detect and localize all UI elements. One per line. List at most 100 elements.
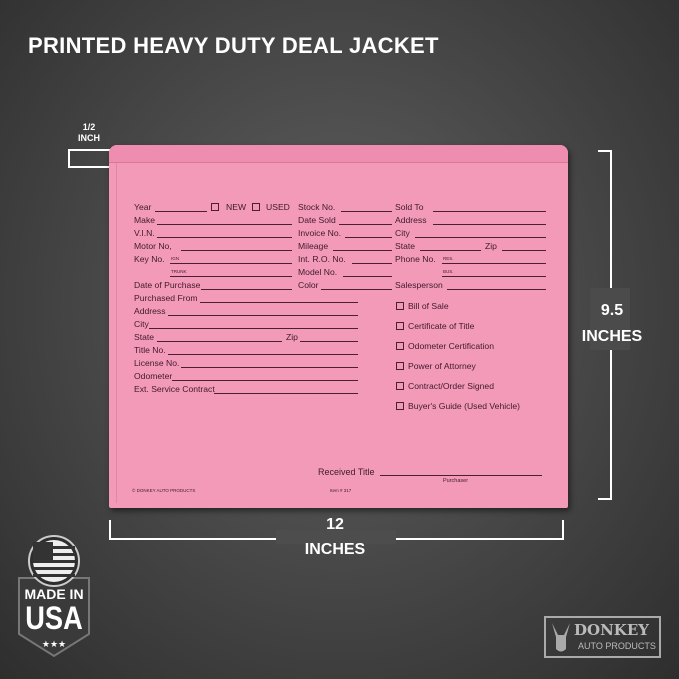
field-line[interactable] xyxy=(433,211,546,212)
page-title: PRINTED HEAVY DUTY DEAL JACKET xyxy=(28,33,439,58)
logo-sub: AUTO PRODUCTS xyxy=(578,641,656,651)
new-label: NEW xyxy=(226,202,247,212)
field-line[interactable] xyxy=(321,289,392,290)
field-line[interactable] xyxy=(420,250,481,251)
badge-line2: USA xyxy=(25,600,83,636)
checklist-label: Certificate of Title xyxy=(408,321,475,331)
width-label: 12 INCHES xyxy=(290,512,380,562)
height-unit: INCHES xyxy=(581,328,643,345)
field-label: Odometer xyxy=(134,371,173,381)
checklist-label: Odometer Certification xyxy=(408,341,494,351)
field-label: Sold To xyxy=(395,202,424,212)
field-line[interactable] xyxy=(352,263,392,264)
field-line[interactable] xyxy=(200,302,358,303)
donkey-icon xyxy=(552,623,570,652)
checklist-checkbox[interactable] xyxy=(396,402,404,410)
item-number: Item # 317 xyxy=(330,488,352,493)
field-label: Year xyxy=(134,202,152,212)
flap-bracket xyxy=(68,149,112,168)
field-label: Key No. xyxy=(134,254,165,264)
field-line[interactable] xyxy=(181,367,358,368)
checklist-label: Power of Attorney xyxy=(408,361,476,371)
field-label: Address xyxy=(134,306,166,316)
jacket-lip xyxy=(116,163,117,503)
footer-brand: © DONKEY AUTO PRODUCTS xyxy=(132,488,196,493)
field-line[interactable] xyxy=(214,393,358,394)
field-label: Zip xyxy=(286,332,298,342)
field-line[interactable] xyxy=(157,341,282,342)
field-line[interactable] xyxy=(341,211,392,212)
field-line[interactable] xyxy=(157,224,292,225)
checklist-checkbox[interactable] xyxy=(396,302,404,310)
field-line[interactable] xyxy=(442,276,546,277)
donkey-logo: DONKEY AUTO PRODUCTS xyxy=(544,616,661,658)
field-label: Date Sold xyxy=(298,215,336,225)
badge-line1: MADE IN xyxy=(24,586,84,602)
new-checkbox[interactable] xyxy=(211,203,219,211)
field-line[interactable] xyxy=(201,289,292,290)
field-line[interactable] xyxy=(447,289,546,290)
shield-icon: ★★★ xyxy=(18,535,90,658)
deal-jacket xyxy=(109,145,568,508)
field-line[interactable] xyxy=(157,237,292,238)
checklist-label: Buyer's Guide (Used Vehicle) xyxy=(408,401,520,411)
field-label: License No. xyxy=(134,358,180,368)
checklist-label: Contract/Order Signed xyxy=(408,381,494,391)
field-line[interactable] xyxy=(502,250,546,251)
field-label: Color xyxy=(298,280,319,290)
field-line[interactable] xyxy=(155,211,207,212)
trunk-label: TRUNK xyxy=(171,269,187,274)
field-line[interactable] xyxy=(168,315,358,316)
field-label: Invoice No. xyxy=(298,228,341,238)
field-label: Motor No, xyxy=(134,241,172,251)
checklist-checkbox[interactable] xyxy=(396,382,404,390)
field-line[interactable] xyxy=(343,276,392,277)
height-label: 9.5 INCHES xyxy=(570,298,654,350)
flap-value: 1/2 xyxy=(82,122,96,132)
field-label: Ext. Service Contract xyxy=(134,384,215,394)
field-line[interactable] xyxy=(345,237,392,238)
field-line[interactable] xyxy=(170,263,292,264)
field-label: Zip xyxy=(485,241,497,251)
field-line[interactable] xyxy=(339,224,392,225)
ign-label: IGN xyxy=(171,256,180,261)
received-title-label: Received Title xyxy=(318,467,375,477)
field-line[interactable] xyxy=(168,354,358,355)
made-in-usa-badge: ★★★ MADE IN USA xyxy=(17,534,91,658)
field-label: City xyxy=(134,319,149,329)
flap-dimension-label: 1/2 INCH xyxy=(74,122,104,144)
field-label: Mileage xyxy=(298,241,329,251)
checklist-checkbox[interactable] xyxy=(396,322,404,330)
field-line[interactable] xyxy=(170,276,292,277)
width-gap xyxy=(276,530,396,544)
svg-text:★★★: ★★★ xyxy=(42,639,66,649)
height-value: 9.5 xyxy=(600,302,624,319)
height-gap xyxy=(590,288,630,350)
checklist-checkbox[interactable] xyxy=(396,362,404,370)
flap-unit: INCH xyxy=(78,133,100,143)
width-unit: INCHES xyxy=(304,541,366,558)
field-label: Make xyxy=(134,215,156,225)
field-line[interactable] xyxy=(149,328,358,329)
field-line[interactable] xyxy=(333,250,392,251)
field-line[interactable] xyxy=(300,341,358,342)
field-label: Title No. xyxy=(134,345,166,355)
used-checkbox[interactable] xyxy=(252,203,260,211)
field-line[interactable] xyxy=(433,224,546,225)
received-title-line[interactable] xyxy=(380,475,542,476)
field-line[interactable] xyxy=(442,263,546,264)
res-label: RES. xyxy=(443,256,454,261)
field-label: City xyxy=(395,228,410,238)
field-line[interactable] xyxy=(172,380,358,381)
field-label: State xyxy=(395,241,416,251)
field-label: Phone No. xyxy=(395,254,436,264)
field-line[interactable] xyxy=(181,250,292,251)
jacket-flap xyxy=(109,145,568,163)
field-label: Int. R.O. No. xyxy=(298,254,346,264)
field-label: V.I.N. xyxy=(134,228,155,238)
logo-name: DONKEY xyxy=(574,621,649,639)
field-label: Model No. xyxy=(298,267,338,277)
checklist-checkbox[interactable] xyxy=(396,342,404,350)
field-line[interactable] xyxy=(415,237,546,238)
field-label: Salesperson xyxy=(395,280,443,290)
